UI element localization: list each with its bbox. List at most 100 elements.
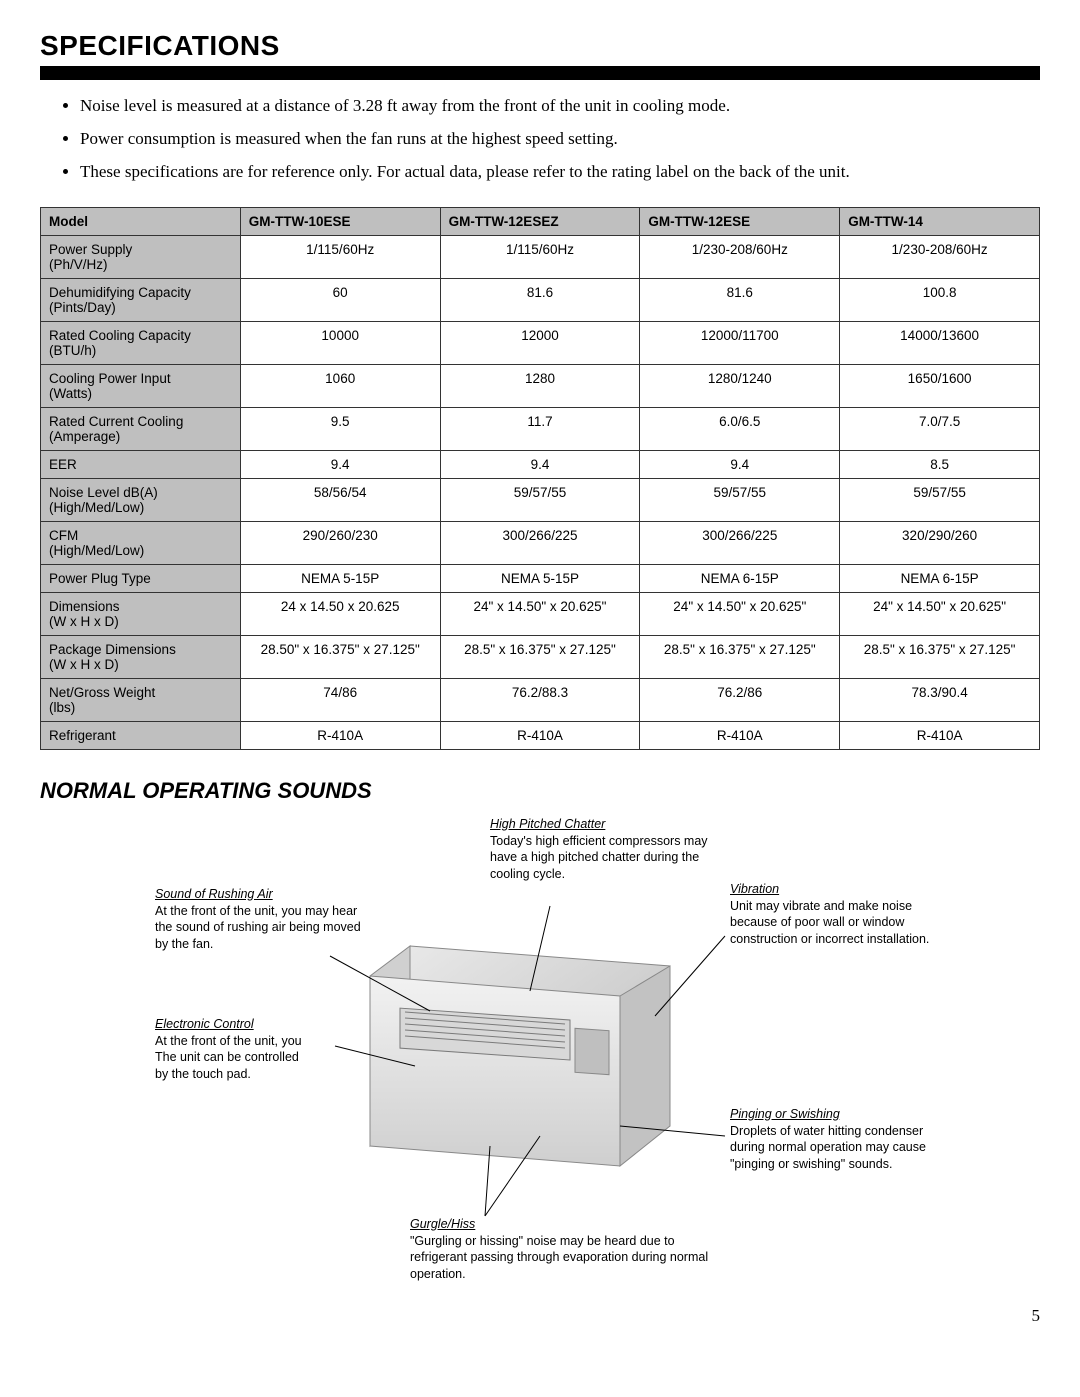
cell-value: 9.4 xyxy=(440,450,640,478)
table-row: Package Dimensions(W x H x D)28.50" x 16… xyxy=(41,635,1040,678)
callout-chatter: High Pitched Chatter Today's high effici… xyxy=(490,816,710,884)
callout-title: Pinging or Swishing xyxy=(730,1107,840,1121)
cell-value: 10000 xyxy=(240,321,440,364)
callout-body: At the front of the unit, you may hear t… xyxy=(155,904,361,952)
cell-value: 1060 xyxy=(240,364,440,407)
table-header-row: Model GM-TTW-10ESE GM-TTW-12ESEZ GM-TTW-… xyxy=(41,207,1040,235)
table-row: EER9.49.49.48.5 xyxy=(41,450,1040,478)
cell-value: 59/57/55 xyxy=(840,478,1040,521)
row-label: Cooling Power Input(Watts) xyxy=(41,364,241,407)
cell-value: 11.7 xyxy=(440,407,640,450)
spec-note: Noise level is measured at a distance of… xyxy=(80,92,1040,121)
specifications-table: Model GM-TTW-10ESE GM-TTW-12ESEZ GM-TTW-… xyxy=(40,207,1040,750)
title-underline-bar xyxy=(40,66,1040,80)
col-header: GM-TTW-10ESE xyxy=(240,207,440,235)
col-header: GM-TTW-12ESE xyxy=(640,207,840,235)
col-header-model: Model xyxy=(41,207,241,235)
cell-value: NEMA 5-15P xyxy=(240,564,440,592)
callout-body: "Gurgling or hissing" noise may be heard… xyxy=(410,1234,708,1282)
callout-body: The unit can be controlled xyxy=(155,1050,299,1064)
cell-value: 1280/1240 xyxy=(640,364,840,407)
row-label: Power Plug Type xyxy=(41,564,241,592)
table-row: Dehumidifying Capacity(Pints/Day)6081.68… xyxy=(41,278,1040,321)
table-row: Power Supply(Ph/V/Hz)1/115/60Hz1/115/60H… xyxy=(41,235,1040,278)
row-label: Dimensions(W x H x D) xyxy=(41,592,241,635)
cell-value: 28.5" x 16.375" x 27.125" xyxy=(640,635,840,678)
cell-value: NEMA 6-15P xyxy=(640,564,840,592)
callout-electronic-control: Electronic Control At the front of the u… xyxy=(155,1016,302,1084)
cell-value: 9.5 xyxy=(240,407,440,450)
sounds-heading: NORMAL OPERATING SOUNDS xyxy=(40,778,1040,804)
row-label: Dehumidifying Capacity(Pints/Day) xyxy=(41,278,241,321)
cell-value: 1280 xyxy=(440,364,640,407)
cell-value: 81.6 xyxy=(640,278,840,321)
row-label: Rated Current Cooling(Amperage) xyxy=(41,407,241,450)
callout-pinging: Pinging or Swishing Droplets of water hi… xyxy=(730,1106,950,1174)
table-row: Dimensions(W x H x D)24 x 14.50 x 20.625… xyxy=(41,592,1040,635)
cell-value: 81.6 xyxy=(440,278,640,321)
cell-value: NEMA 5-15P xyxy=(440,564,640,592)
cell-value: 78.3/90.4 xyxy=(840,678,1040,721)
table-row: Cooling Power Input(Watts)106012801280/1… xyxy=(41,364,1040,407)
callout-body: At the front of the unit, you xyxy=(155,1034,302,1048)
cell-value: 1/115/60Hz xyxy=(440,235,640,278)
spec-notes-list: Noise level is measured at a distance of… xyxy=(80,92,1040,187)
cell-value: 28.5" x 16.375" x 27.125" xyxy=(840,635,1040,678)
cell-value: 14000/13600 xyxy=(840,321,1040,364)
operating-sounds-diagram: High Pitched Chatter Today's high effici… xyxy=(60,816,1000,1296)
row-label: Package Dimensions(W x H x D) xyxy=(41,635,241,678)
cell-value: 1/115/60Hz xyxy=(240,235,440,278)
cell-value: 76.2/88.3 xyxy=(440,678,640,721)
row-label: Rated Cooling Capacity(BTU/h) xyxy=(41,321,241,364)
table-row: CFM(High/Med/Low)290/260/230300/266/225 3… xyxy=(41,521,1040,564)
callout-body: by the touch pad. xyxy=(155,1067,251,1081)
cell-value: 24" x 14.50" x 20.625" xyxy=(840,592,1040,635)
row-label: Refrigerant xyxy=(41,721,241,749)
table-row: Power Plug TypeNEMA 5-15PNEMA 5-15PNEMA … xyxy=(41,564,1040,592)
cell-value: 60 xyxy=(240,278,440,321)
spec-note: These specifications are for reference o… xyxy=(80,158,1040,187)
cell-value: 76.2/86 xyxy=(640,678,840,721)
callout-title: Sound of Rushing Air xyxy=(155,887,273,901)
cell-value: R-410A xyxy=(240,721,440,749)
cell-value: 9.4 xyxy=(640,450,840,478)
cell-value: 8.5 xyxy=(840,450,1040,478)
page-title: SPECIFICATIONS xyxy=(40,30,1040,62)
spec-note: Power consumption is measured when the f… xyxy=(80,125,1040,154)
cell-value: 24 x 14.50 x 20.625 xyxy=(240,592,440,635)
cell-value: NEMA 6-15P xyxy=(840,564,1040,592)
cell-value: 59/57/55 xyxy=(640,478,840,521)
cell-value: 12000/11700 xyxy=(640,321,840,364)
cell-value: R-410A xyxy=(640,721,840,749)
cell-value: 24" x 14.50" x 20.625" xyxy=(440,592,640,635)
cell-value: 6.0/6.5 xyxy=(640,407,840,450)
cell-value: 300/266/225 xyxy=(440,521,640,564)
cell-value: 9.4 xyxy=(240,450,440,478)
table-row: Rated Current Cooling(Amperage)9.511.76.… xyxy=(41,407,1040,450)
table-row: Net/Gross Weight(lbs)74/8676.2/88.376.2/… xyxy=(41,678,1040,721)
callout-rushing-air: Sound of Rushing Air At the front of the… xyxy=(155,886,375,954)
row-label: Noise Level dB(A)(High/Med/Low) xyxy=(41,478,241,521)
row-label: EER xyxy=(41,450,241,478)
callout-body: Unit may vibrate and make noise because … xyxy=(730,899,929,947)
cell-value: 24" x 14.50" x 20.625" xyxy=(640,592,840,635)
cell-value: R-410A xyxy=(840,721,1040,749)
row-label: Net/Gross Weight(lbs) xyxy=(41,678,241,721)
cell-value: 100.8 xyxy=(840,278,1040,321)
cell-value: 290/260/230 xyxy=(240,521,440,564)
row-label: CFM(High/Med/Low) xyxy=(41,521,241,564)
cell-value: 320/290/260 xyxy=(840,521,1040,564)
table-row: RefrigerantR-410AR-410AR-410AR-410A xyxy=(41,721,1040,749)
cell-value: 7.0/7.5 xyxy=(840,407,1040,450)
cell-value: R-410A xyxy=(440,721,640,749)
callout-body: Today's high efficient compressors may h… xyxy=(490,834,708,882)
cell-value: 58/56/54 xyxy=(240,478,440,521)
table-row: Rated Cooling Capacity(BTU/h)10000120001… xyxy=(41,321,1040,364)
cell-value: 1/230-208/60Hz xyxy=(640,235,840,278)
cell-value: 28.50" x 16.375" x 27.125" xyxy=(240,635,440,678)
callout-title: Gurgle/Hiss xyxy=(410,1217,475,1231)
callout-title: High Pitched Chatter xyxy=(490,817,605,831)
cell-value: 28.5" x 16.375" x 27.125" xyxy=(440,635,640,678)
col-header: GM-TTW-12ESEZ xyxy=(440,207,640,235)
cell-value: 1/230-208/60Hz xyxy=(840,235,1040,278)
